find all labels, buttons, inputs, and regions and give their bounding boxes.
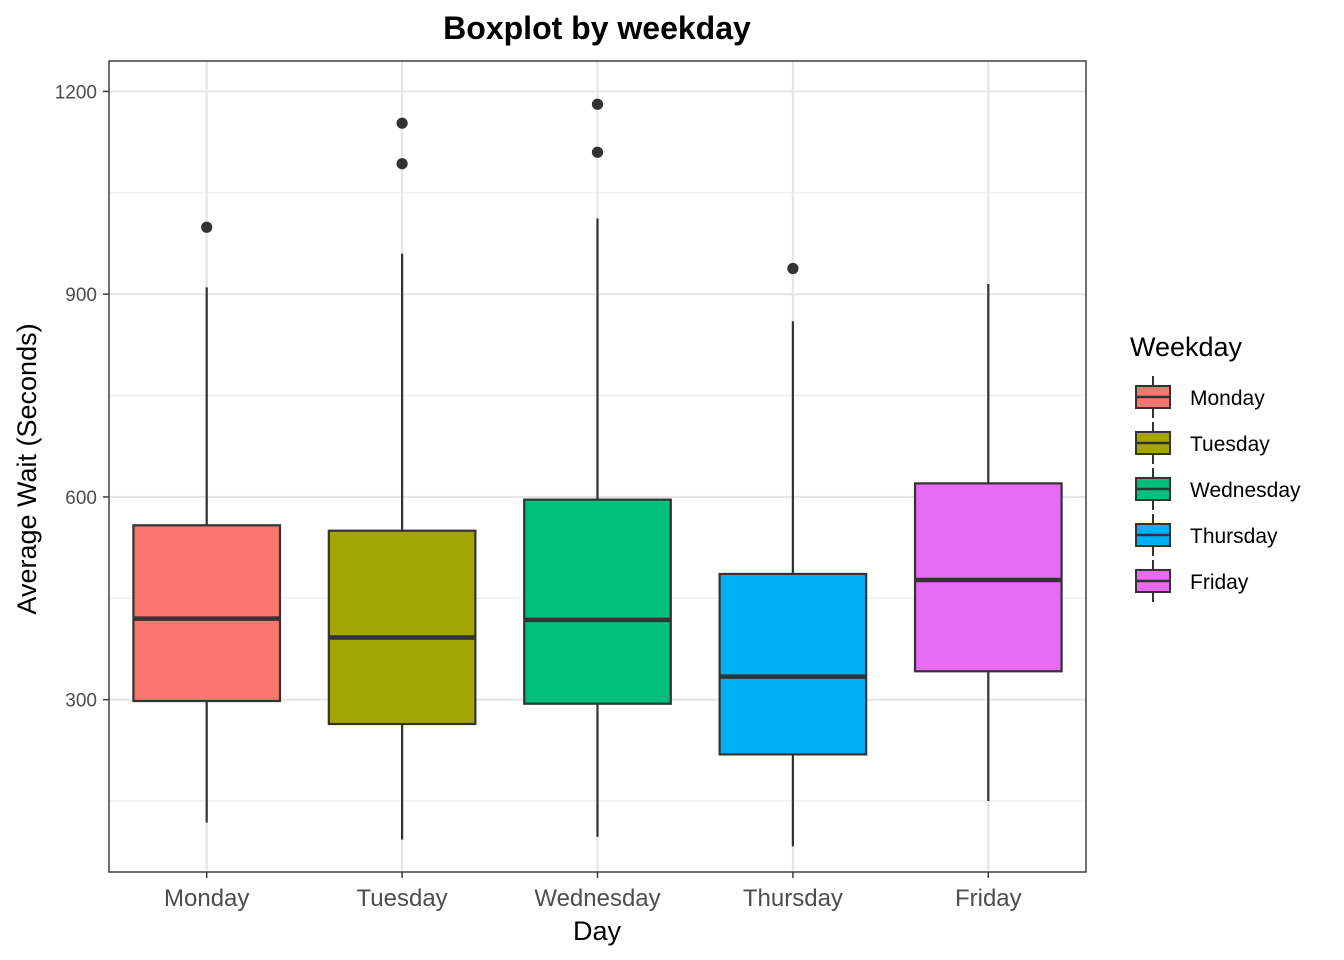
outlier-point bbox=[591, 98, 604, 110]
outlier-point bbox=[396, 158, 408, 170]
box-thursday bbox=[718, 262, 868, 847]
legend-item-tuesday: Tuesday bbox=[1135, 422, 1270, 464]
y-tick-label: 600 bbox=[65, 488, 97, 509]
x-tick-label: Friday bbox=[955, 885, 1022, 912]
box-tuesday bbox=[327, 117, 477, 840]
box-wednesday bbox=[523, 98, 672, 837]
legend-item-monday: Monday bbox=[1135, 376, 1265, 418]
legend-item-wednesday: Wednesday bbox=[1135, 468, 1301, 510]
legend: Monday Tuesday Wednesday Thursday Friday bbox=[1135, 376, 1301, 602]
outlier-point bbox=[591, 146, 604, 158]
box-friday bbox=[913, 284, 1063, 802]
y-tick-label: 900 bbox=[65, 285, 97, 306]
y-axis-title: Average Wait (Seconds) bbox=[12, 323, 42, 614]
outlier-point bbox=[787, 262, 799, 275]
legend-title: Weekday bbox=[1130, 332, 1243, 362]
legend-label: Thursday bbox=[1190, 525, 1278, 548]
chart-title: Boxplot by weekday bbox=[443, 10, 751, 46]
box-iqr bbox=[718, 572, 868, 756]
box-monday bbox=[132, 221, 282, 823]
box-iqr bbox=[132, 524, 282, 703]
legend-label: Wednesday bbox=[1190, 479, 1301, 502]
x-tick-label: Wednesday bbox=[534, 885, 660, 912]
outlier-point bbox=[201, 221, 213, 233]
x-axis-title: Day bbox=[573, 916, 622, 946]
box-iqr bbox=[913, 482, 1063, 673]
box-iqr bbox=[327, 529, 477, 726]
legend-label: Monday bbox=[1190, 387, 1265, 410]
legend-label: Friday bbox=[1190, 571, 1249, 594]
legend-label: Tuesday bbox=[1190, 433, 1270, 456]
x-tick-label: Tuesday bbox=[357, 885, 448, 912]
legend-item-thursday: Thursday bbox=[1135, 514, 1278, 556]
legend-item-friday: Friday bbox=[1135, 560, 1249, 602]
x-tick-label: Monday bbox=[164, 885, 249, 912]
outlier-point bbox=[396, 117, 408, 129]
y-tick-label: 1200 bbox=[55, 82, 97, 103]
box-iqr bbox=[523, 498, 672, 705]
y-tick-label: 300 bbox=[65, 691, 97, 712]
plot-area: 300 600 900 1200 Monday Tuesday Wednesday Thurs… bbox=[55, 60, 1087, 912]
x-tick-label: Thursday bbox=[743, 885, 843, 912]
